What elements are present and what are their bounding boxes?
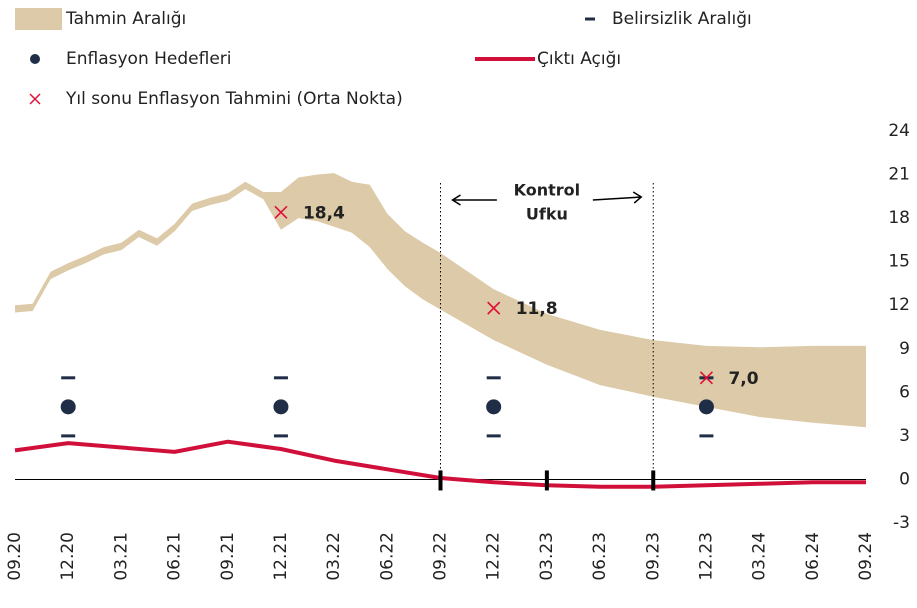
x-tick-label: 06.21 [165, 532, 185, 581]
x-tick-label: 09.20 [5, 532, 25, 581]
zero-marker [544, 470, 549, 491]
zero-marker [651, 470, 656, 491]
target-dot [698, 399, 714, 415]
y-tick-label: 21 [888, 165, 910, 185]
x-tick-label: 03.22 [324, 532, 344, 581]
x-tick-label: 03.23 [537, 532, 557, 581]
y-tick-label: 18 [888, 208, 910, 228]
x-tick-label: 09.23 [643, 532, 663, 581]
x-tick-label: 09.22 [431, 532, 451, 581]
y-tick-label: 3 [899, 426, 910, 446]
legend-swatch [29, 93, 41, 105]
x-tick-label: 12.23 [696, 532, 716, 581]
x-tick-label: 12.21 [271, 532, 291, 581]
arrow [592, 191, 643, 204]
forecast-cross [274, 205, 288, 219]
zero-marker [438, 470, 443, 491]
x-tick-label: 12.22 [484, 532, 504, 581]
x-tick-label: 06.23 [590, 532, 610, 581]
legend-label: Enflasyon Hedefleri [66, 49, 232, 69]
y-tick-label: 6 [899, 382, 910, 402]
x-tick-label: 06.22 [377, 532, 397, 581]
legend-label: Çıktı Açığı [537, 49, 621, 69]
x-tick-label: 09.21 [218, 532, 238, 581]
y-tick-label: -3 [893, 513, 910, 533]
annotation: Kontrol [514, 181, 581, 200]
y-tick-label: 12 [888, 295, 910, 315]
value-label: 7,0 [728, 369, 758, 389]
x-tick-label: 03.24 [750, 532, 770, 581]
target-dot [486, 399, 502, 415]
y-tick-label: 15 [888, 252, 910, 272]
x-tick-label: 06.24 [803, 532, 823, 581]
target-dot [60, 399, 76, 415]
value-label: 18,4 [303, 203, 345, 223]
y-tick-label: 0 [899, 469, 910, 489]
legend-swatch [30, 54, 40, 64]
forecast-cross [699, 371, 714, 385]
legend-label: Belirsizlik Aralığı [612, 9, 752, 29]
legend-label: Tahmin Aralığı [65, 9, 186, 29]
forecast-cross [487, 301, 501, 315]
annotation: Ufku [526, 205, 568, 224]
value-label: 11,8 [516, 299, 558, 319]
x-tick-label: 03.21 [111, 532, 131, 581]
y-tick-label: 9 [899, 339, 910, 359]
x-tick-label: 09.24 [856, 532, 876, 581]
legend-swatch [15, 8, 62, 30]
y-tick-label: 24 [888, 121, 910, 141]
x-tick-label: 12.20 [58, 532, 78, 581]
arrow [451, 194, 497, 206]
target-dot [273, 399, 289, 415]
legend-label: Yıl sonu Enflasyon Tahmini (Orta Nokta) [65, 89, 403, 109]
